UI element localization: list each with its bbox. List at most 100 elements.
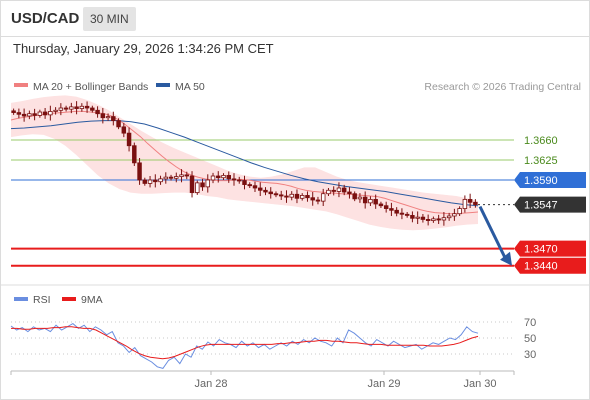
candle-body (205, 179, 210, 188)
ma50-line (10, 120, 479, 207)
candle-body (315, 199, 321, 202)
rsi-plot: 70 50 30 (10, 317, 536, 369)
candle-body (446, 215, 452, 219)
candle-body (410, 215, 415, 219)
candle-body (394, 209, 399, 214)
last-price-label-box (514, 196, 586, 213)
support-1-label: 1.3470 (524, 244, 558, 256)
rsi-ma-legend-label: 9MA (81, 294, 103, 306)
candle-body (121, 126, 127, 134)
candle-body (184, 174, 190, 177)
credit-label: Research © 2026 Trading Central (424, 81, 581, 93)
candle-body (373, 199, 378, 205)
candle-body (247, 184, 252, 187)
x-tick-label: Jan 29 (367, 378, 400, 390)
pivot-label-box (514, 172, 586, 188)
candle-body (153, 179, 158, 183)
support-1-label-box (514, 240, 586, 257)
rsi-legend-swatch (14, 297, 28, 301)
candle-body (100, 113, 106, 119)
candle-body (357, 196, 363, 200)
rsi-tick-50: 50 (524, 333, 536, 345)
candle-body (69, 106, 74, 110)
candle-body (116, 120, 121, 128)
candle-body (294, 193, 300, 199)
rsi-legend-label: RSI (33, 294, 51, 306)
candle-body (383, 205, 389, 209)
support-2-label: 1.3440 (524, 261, 558, 273)
candle-body (389, 208, 394, 211)
candle-body (63, 107, 69, 110)
last-price-label: 1.3547 (524, 200, 558, 212)
candle-body (132, 145, 137, 164)
ma20-legend-label: MA 20 + Bollinger Bands (33, 81, 148, 93)
candle-body (21, 113, 27, 117)
candle-body (341, 187, 347, 193)
ma50-legend-swatch (156, 83, 170, 87)
candle-body (37, 111, 43, 116)
currency-pair-title: USD/CAD (11, 10, 80, 27)
candle-body (352, 193, 357, 200)
candle-body (168, 176, 174, 179)
candle-body (142, 179, 148, 184)
candle-body (473, 201, 478, 205)
candle-body (221, 175, 226, 179)
datetime-label: Thursday, January 29, 2026 1:34:26 PM CE… (13, 41, 274, 56)
timeframe-button[interactable]: 30 MIN (83, 7, 136, 31)
candle-body (326, 189, 331, 195)
candle-body (347, 191, 352, 195)
candle-body (336, 187, 342, 192)
resistance-1-label: 1.3625 (524, 155, 558, 167)
support-2-label-box (514, 257, 586, 274)
candle-body (84, 105, 90, 109)
candle-body (425, 219, 431, 221)
candle-body (74, 106, 79, 109)
candle-body (242, 180, 247, 185)
header-divider (0, 36, 590, 37)
candle-body (431, 218, 436, 221)
candle-body (174, 176, 179, 179)
ma50-legend-label: MA 50 (175, 81, 205, 93)
candle-body (331, 189, 336, 192)
candle-body (179, 174, 184, 177)
candle-body (452, 213, 457, 217)
candle-body (137, 162, 142, 181)
candle-body (362, 196, 368, 204)
candle-body (200, 182, 205, 188)
candle-body (16, 112, 22, 115)
candle-body (111, 116, 116, 121)
candle-body (90, 107, 95, 111)
candle-body (226, 175, 231, 180)
candle-body (462, 199, 468, 209)
candle-body (95, 109, 100, 115)
rsi-ma-legend-swatch (62, 297, 76, 301)
candle-body (42, 111, 48, 116)
candle-body (147, 179, 153, 184)
rsi-line (10, 322, 479, 369)
x-axis: Jan 28 Jan 29 Jan 30 (10, 371, 515, 390)
candle-body (158, 178, 163, 183)
candle-body (27, 113, 32, 117)
candle-body (48, 111, 53, 116)
candle-body (399, 212, 405, 215)
candle-body (457, 208, 462, 215)
candle-body (299, 195, 305, 199)
candle-body (258, 187, 263, 191)
candle-body (58, 107, 64, 111)
candle-body (32, 113, 37, 116)
bollinger-band (11, 95, 478, 231)
candle-body (11, 110, 16, 113)
candle-body (268, 191, 273, 195)
chart-header: USD/CAD 30 MIN (0, 0, 590, 36)
candle-body (441, 217, 447, 221)
candle-body (420, 216, 426, 220)
resistance-2-label: 1.3660 (524, 135, 558, 147)
candle-body (404, 213, 410, 216)
candle-body (320, 193, 326, 202)
candle-body (436, 218, 441, 221)
candle-body (126, 132, 132, 147)
candle-body (289, 193, 294, 198)
candle-body (163, 176, 169, 180)
candle-body (237, 179, 242, 182)
